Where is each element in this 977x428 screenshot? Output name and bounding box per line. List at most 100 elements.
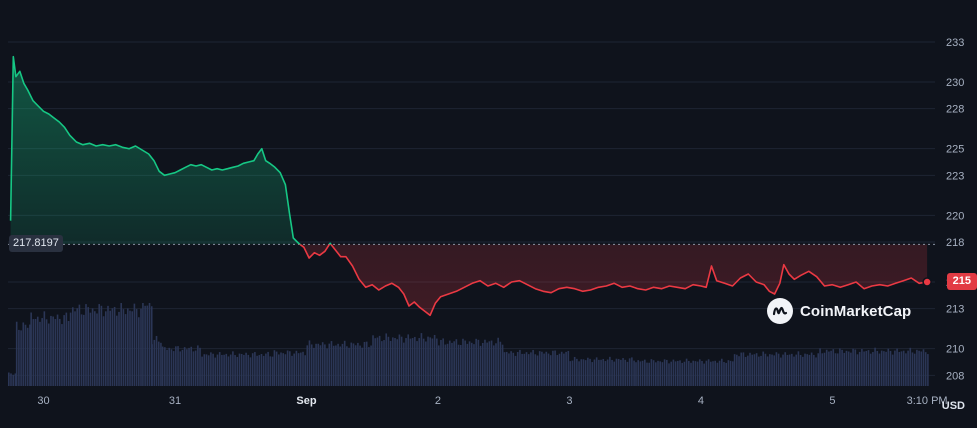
volume-bar [161, 346, 164, 386]
volume-bar [122, 309, 125, 386]
volume-bar [58, 318, 61, 386]
volume-bar [766, 356, 769, 386]
volume-bar [628, 358, 631, 386]
volume-bar [854, 349, 857, 386]
x-tick-label: 5 [829, 395, 835, 407]
volume-bar [245, 352, 247, 386]
volume-bar [116, 315, 118, 386]
volume-bar [705, 360, 708, 386]
volume-bar [144, 305, 146, 386]
volume-bar [499, 341, 502, 386]
x-tick-label: 31 [169, 395, 181, 407]
volume-bar [624, 359, 627, 386]
volume-bar [210, 352, 212, 386]
volume-bar [192, 351, 195, 386]
volume-bar [834, 353, 837, 386]
volume-bar [407, 334, 410, 386]
volume-bar [701, 360, 703, 386]
volume-bar [725, 362, 728, 386]
volume-bar [372, 335, 374, 386]
volume-bar [160, 342, 162, 386]
volume-bar [501, 344, 504, 386]
volume-bar [637, 360, 640, 386]
volume-bar [554, 350, 556, 386]
volume-bar [20, 330, 22, 386]
volume-bar [218, 352, 221, 386]
volume-bar [54, 319, 57, 386]
volume-bar [227, 356, 230, 386]
volume-bar [538, 351, 541, 386]
volume-bar [83, 314, 85, 386]
volume-bar [225, 353, 228, 386]
volume-bar [346, 346, 348, 386]
y-tick-label: 218 [946, 237, 964, 249]
volume-bar [911, 352, 914, 386]
volume-bar [845, 350, 848, 386]
volume-bar [666, 359, 668, 386]
reference-price-badge: 217.8197 [9, 235, 63, 253]
volume-bar [306, 345, 309, 386]
volume-bar [841, 349, 843, 386]
volume-bar [207, 355, 210, 386]
volume-bar [514, 355, 517, 386]
volume-bar [799, 354, 802, 386]
volume-bar [729, 360, 732, 386]
volume-bar [376, 337, 379, 386]
volume-bar [457, 344, 460, 386]
volume-bar [30, 312, 32, 386]
volume-bar [475, 338, 477, 386]
volume-bar [26, 327, 29, 386]
volume-bar [747, 355, 749, 386]
volume-bar [238, 353, 241, 386]
volume-bar [335, 345, 337, 386]
volume-bar [155, 335, 158, 386]
volume-bar [830, 350, 832, 386]
volume-bar [240, 353, 243, 386]
volume-bar [414, 336, 416, 386]
volume-bar [924, 352, 927, 386]
volume-bar [462, 338, 464, 386]
volume-bar [310, 344, 313, 386]
volume-bar [872, 352, 874, 386]
volume-bar [249, 357, 252, 386]
volume-bar [648, 362, 651, 386]
volume-bar [284, 354, 287, 386]
volume-bar [510, 351, 512, 386]
last-price-dot [922, 277, 932, 287]
volume-bar [560, 351, 563, 386]
volume-bar [22, 322, 25, 386]
volume-bar [52, 316, 54, 386]
volume-bar [151, 344, 153, 386]
volume-bar [247, 354, 250, 386]
volume-bar [179, 351, 182, 386]
volume-bar [87, 307, 89, 386]
volume-bar [459, 344, 462, 386]
volume-bar [613, 361, 616, 386]
volume-bar [543, 353, 545, 386]
y-tick-label: 230 [946, 77, 964, 89]
volume-bar [39, 321, 41, 386]
volume-bar [291, 355, 293, 386]
volume-bar [782, 354, 784, 386]
volume-bar [532, 349, 534, 386]
volume-bar [723, 362, 725, 386]
volume-bar [473, 344, 475, 386]
volume-bar [302, 351, 304, 386]
volume-bar [280, 352, 282, 386]
volume-bar [74, 311, 76, 386]
volume-bar [874, 347, 876, 386]
volume-bar [707, 359, 710, 386]
volume-bar [321, 342, 324, 386]
volume-bar [703, 363, 706, 386]
volume-bar [786, 354, 789, 386]
volume-bar [363, 341, 366, 386]
volume-bar [661, 362, 664, 386]
volume-bar [685, 358, 688, 386]
volume-bar [688, 360, 690, 386]
volume-bar [817, 353, 820, 386]
volume-bar [534, 354, 537, 386]
volume-bar [29, 324, 31, 386]
volume-bar [254, 352, 256, 386]
